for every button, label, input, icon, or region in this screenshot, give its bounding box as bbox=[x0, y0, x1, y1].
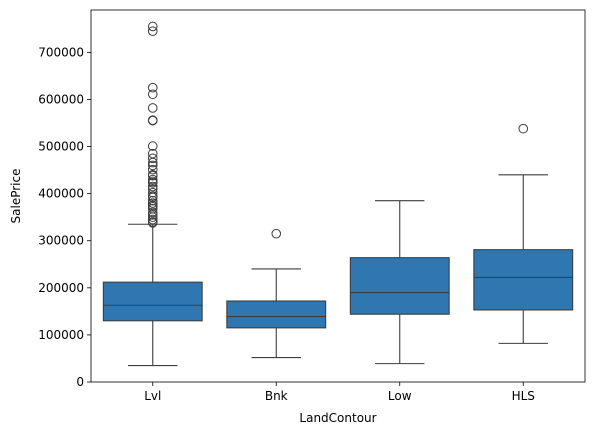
outlier-point bbox=[147, 210, 158, 220]
outlier-point bbox=[147, 89, 158, 100]
outlier-point bbox=[147, 26, 158, 36]
outlier-point bbox=[271, 228, 282, 239]
box-hls bbox=[473, 123, 574, 344]
box-low bbox=[349, 200, 450, 365]
outlier-point bbox=[147, 218, 158, 228]
outlier-point bbox=[147, 198, 158, 208]
box-lvl bbox=[102, 21, 203, 367]
y-tick-label: 200000 bbox=[38, 281, 84, 295]
x-tick-label: HLS bbox=[512, 389, 535, 403]
outlier-point bbox=[147, 115, 158, 126]
outlier-point bbox=[147, 187, 158, 198]
y-tick-label: 600000 bbox=[38, 92, 84, 106]
y-axis-label: SalePrice bbox=[9, 169, 23, 224]
plot-frame bbox=[90, 9, 586, 383]
outlier-point bbox=[147, 207, 158, 218]
iqr-box bbox=[226, 300, 327, 329]
y-axis: 0 100000 200000 300000 400000 500000 600000 700… bbox=[38, 45, 91, 389]
outlier-point bbox=[147, 212, 158, 222]
x-tick-label: Lvl bbox=[144, 389, 161, 403]
outlier-point bbox=[147, 153, 158, 164]
boxes-layer bbox=[102, 21, 574, 367]
x-axis-label: LandContour bbox=[299, 411, 376, 425]
y-tick-label: 100000 bbox=[38, 328, 84, 342]
iqr-box bbox=[102, 281, 203, 322]
outlier-point bbox=[147, 160, 158, 171]
x-axis: Lvl Bnk Low HLS bbox=[144, 382, 535, 403]
outlier-point bbox=[518, 123, 529, 134]
y-tick-label: 0 bbox=[76, 375, 84, 389]
y-tick-label: 500000 bbox=[38, 140, 84, 154]
iqr-box bbox=[473, 249, 574, 311]
x-tick-label: Low bbox=[388, 389, 412, 403]
y-tick-label: 300000 bbox=[38, 234, 84, 248]
outlier-point bbox=[147, 192, 158, 203]
outlier-point bbox=[147, 82, 158, 93]
y-tick-label: 400000 bbox=[38, 187, 84, 201]
outlier-point bbox=[147, 178, 158, 188]
outlier-point bbox=[147, 181, 158, 192]
outlier-point bbox=[147, 170, 158, 181]
outlier-point bbox=[147, 103, 158, 113]
outlier-point bbox=[147, 214, 158, 225]
x-tick-label: Bnk bbox=[265, 389, 288, 403]
iqr-box bbox=[349, 257, 450, 315]
outlier-point bbox=[147, 141, 158, 151]
box-bnk bbox=[226, 228, 327, 359]
outlier-point bbox=[147, 157, 158, 168]
outlier-point bbox=[147, 164, 158, 175]
outlier-point bbox=[147, 195, 158, 206]
y-tick-label: 700000 bbox=[38, 45, 84, 59]
outlier-point bbox=[147, 21, 158, 32]
